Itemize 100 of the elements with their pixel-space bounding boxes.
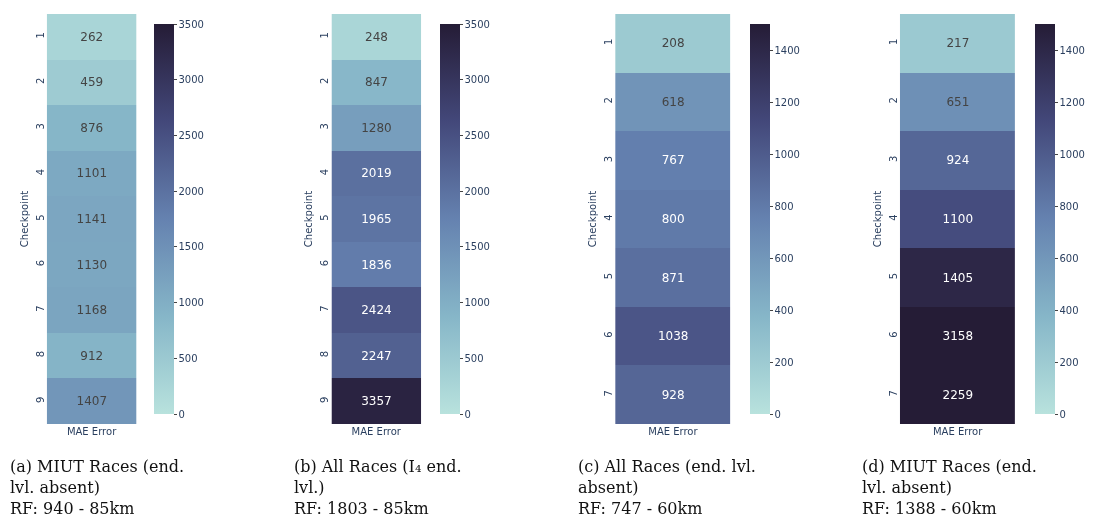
color-bar-label: 0 (464, 408, 471, 420)
data-label: 3158 (942, 329, 974, 344)
color-bar-label: 2500 (178, 129, 204, 141)
color-bar-label: 500 (178, 352, 198, 364)
color-bar-label: 1500 (178, 241, 204, 253)
color-bar-label: 3500 (178, 18, 204, 30)
y-tick-label: 5 (319, 214, 331, 221)
y-tick-label: 6 (603, 331, 615, 338)
data-label: 912 (80, 349, 104, 364)
y-tick-label: 3 (603, 155, 615, 163)
data-label: 800 (661, 212, 685, 227)
data-label: 767 (661, 153, 685, 168)
data-label: 262 (80, 30, 104, 45)
y-tick-label: 2 (887, 97, 899, 104)
color-bar-label: 1000 (178, 297, 204, 309)
data-label: 876 (80, 121, 104, 136)
x-tick-label: MAE Error (66, 426, 118, 437)
y-tick-label: 4 (34, 168, 46, 176)
y-tick-label: 1 (34, 32, 46, 39)
data-label: 1407 (76, 394, 108, 409)
color-bar-label: 1500 (464, 241, 490, 253)
color-bar-label: 600 (1059, 252, 1079, 264)
data-label: 248 (365, 30, 388, 45)
y-axis-title: Checkpoint (303, 190, 315, 248)
text: (b) All Races (I₄ end. lvl.) RF: 1803 - 85km (294, 457, 462, 518)
color-bar-label: 800 (774, 200, 794, 212)
y-tick-label: 7 (887, 390, 899, 397)
y-tick-label: 5 (603, 272, 615, 280)
data-label: 208 (661, 36, 685, 51)
y-axis-title: Checkpoint (871, 190, 883, 248)
y-tick-label: 2 (34, 77, 46, 85)
color-bar-label: 0 (1059, 408, 1066, 420)
y-tick-label: 4 (603, 214, 615, 221)
color-bar-label: 1400 (1059, 44, 1085, 56)
y-tick-label: 3 (34, 123, 46, 130)
data-label: 924 (946, 153, 970, 168)
color-bar-label: 200 (774, 356, 794, 368)
y-tick-label: 6 (34, 259, 46, 267)
y-tick-label: 1 (887, 38, 899, 45)
y-tick-label: 1 (603, 38, 615, 45)
color-bar-label: 0 (178, 408, 185, 420)
data-label: 2247 (361, 349, 392, 364)
data-label: 1836 (361, 258, 392, 273)
color-bar-label: 2500 (464, 129, 490, 141)
data-label: 2019 (361, 166, 392, 181)
color-bar-label: 1000 (1059, 148, 1085, 160)
y-tick-label: 5 (887, 272, 899, 280)
data-label: 1130 (76, 258, 108, 273)
color-bar-label: 0 (774, 408, 781, 420)
color-bar-label: 1200 (1059, 96, 1085, 108)
data-label: 1405 (942, 271, 974, 286)
data-label: 928 (661, 388, 685, 403)
color-bar-label: 1400 (774, 44, 800, 56)
color-bar-label: 3500 (464, 18, 490, 30)
y-tick-label: 3 (887, 155, 899, 163)
y-tick-label: 3 (319, 123, 331, 130)
x-tick-label: MAE Error (351, 426, 402, 437)
text: (a) MIUT Races (end. lvl. absent) RF: 940 - 85km (10, 457, 185, 518)
y-tick-label: 4 (887, 214, 899, 221)
y-tick-label: 7 (319, 305, 331, 312)
y-axis-title: Checkpoint (18, 190, 30, 248)
y-tick-label: 9 (319, 396, 331, 403)
data-label: 1141 (76, 212, 108, 227)
y-tick-label: 9 (34, 396, 46, 403)
color-bar-label: 1000 (464, 297, 490, 309)
color-bar-label: 400 (774, 304, 794, 316)
color-bar-label: 1000 (774, 148, 800, 160)
y-tick-label: 7 (34, 305, 46, 312)
color-bar-label: 2000 (464, 185, 490, 197)
color-bar-label: 3000 (178, 74, 204, 86)
data-label: 1038 (657, 329, 689, 344)
data-label: 847 (365, 75, 388, 90)
color-bar-label: 500 (464, 352, 484, 364)
data-label: 2259 (942, 388, 974, 403)
y-tick-label: 6 (319, 259, 331, 267)
data-label: 1101 (76, 166, 108, 181)
x-tick-label: MAE Error (648, 426, 699, 437)
y-tick-label: 8 (319, 350, 331, 358)
data-label: 618 (661, 95, 685, 110)
data-label: 217 (946, 36, 970, 51)
y-tick-label: 1 (319, 32, 331, 39)
color-bar-label: 1200 (774, 96, 800, 108)
y-tick-label: 2 (319, 77, 331, 85)
text: (c) All Races (end. lvl. absent) RF: 747 - 60km (578, 457, 756, 518)
data-label: 1168 (76, 303, 108, 318)
color-bar-label: 2000 (178, 185, 204, 197)
y-tick-label: 6 (887, 331, 899, 338)
data-label: 1100 (942, 212, 974, 227)
y-tick-label: 5 (34, 214, 46, 221)
data-label: 3357 (361, 394, 392, 409)
x-tick-label: MAE Error (932, 426, 984, 437)
y-axis-title: Checkpoint (587, 190, 599, 248)
text: (d) MIUT Races (end. lvl. absent) RF: 1388 - 60km (862, 457, 1037, 518)
color-bar-label: 600 (774, 252, 794, 264)
y-tick-label: 7 (603, 390, 615, 397)
data-label: 871 (661, 271, 685, 286)
data-label: 459 (80, 75, 104, 90)
data-label: 651 (946, 95, 970, 110)
color-bar-label: 200 (1059, 356, 1079, 368)
y-tick-label: 2 (603, 97, 615, 104)
